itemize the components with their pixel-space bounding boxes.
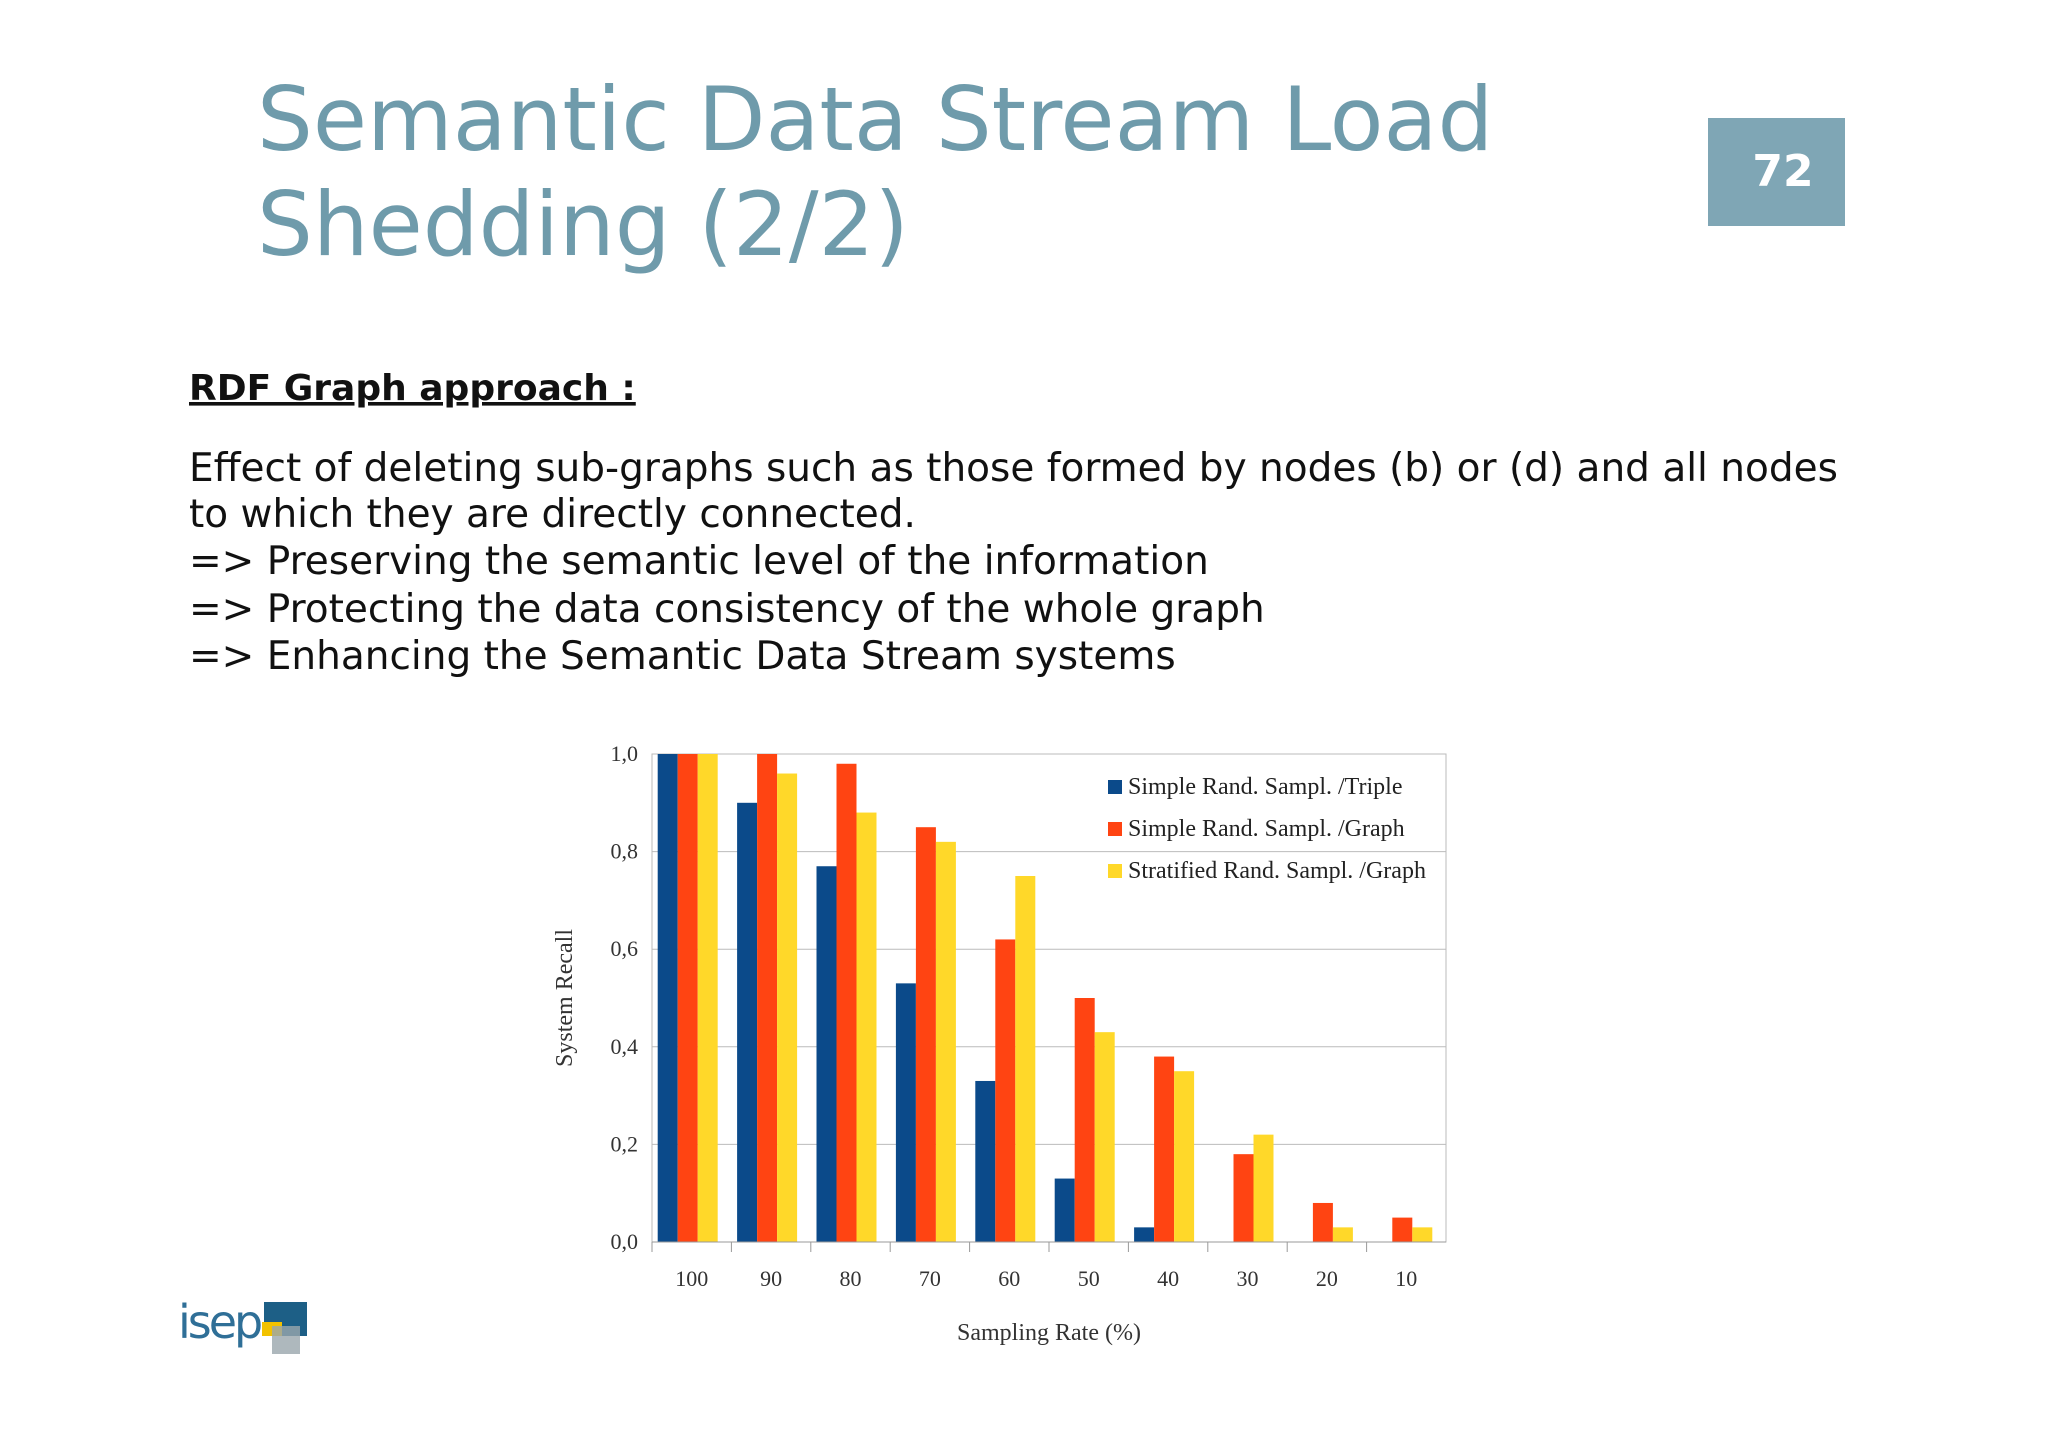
x-tick-label: 90 (760, 1266, 782, 1291)
bar (1094, 1032, 1115, 1242)
logo-block (272, 1326, 300, 1354)
body-text: Effect of deleting sub-graphs such as th… (189, 446, 1838, 679)
bar (1134, 1227, 1155, 1242)
body-line: => Protecting the data consistency of th… (189, 587, 1265, 632)
x-tick-label: 30 (1237, 1266, 1259, 1291)
legend-label: Stratified Rand. Sampl. /Graph (1128, 858, 1426, 884)
x-tick-label: 80 (840, 1266, 862, 1291)
body-line: => Preserving the semantic level of the … (189, 539, 1209, 584)
legend-swatch (1108, 822, 1122, 836)
y-tick-label: 0,4 (611, 1034, 639, 1059)
x-tick-label: 20 (1316, 1266, 1338, 1291)
page-number-box (1708, 118, 1845, 226)
legend-label: Simple Rand. Sampl. /Graph (1128, 816, 1405, 842)
bar (1332, 1227, 1353, 1242)
bar (697, 754, 718, 1242)
body-line: => Enhancing the Semantic Data Stream sy… (189, 634, 1176, 679)
x-tick-label: 100 (675, 1266, 708, 1291)
bar (677, 754, 698, 1242)
x-tick-label: 50 (1078, 1266, 1100, 1291)
bar (975, 1080, 996, 1242)
y-tick-label: 0,8 (611, 839, 639, 864)
bar (836, 763, 857, 1242)
legend-label: Simple Rand. Sampl. /Triple (1128, 774, 1402, 800)
chart: 0,0 0,2 0,4 0,6 0,8 1,0 100 90 80 70 60 50 40 30 20 10 S… (552, 741, 1447, 1346)
logo: isep (178, 1295, 307, 1354)
bar (915, 827, 936, 1242)
x-tick-label: 40 (1157, 1266, 1179, 1291)
bar (1015, 876, 1036, 1242)
bar (895, 983, 916, 1242)
x-tick-label: 70 (919, 1266, 941, 1291)
y-tick-label: 1,0 (611, 741, 639, 766)
bar (935, 841, 956, 1242)
body-line: to which they are directly connected. (189, 492, 916, 537)
bar (657, 754, 678, 1242)
bar (757, 754, 778, 1242)
body-line: Effect of deleting sub-graphs such as th… (189, 446, 1838, 491)
legend-swatch (1108, 864, 1122, 878)
y-tick-label: 0,6 (611, 936, 639, 961)
bar (1412, 1227, 1433, 1242)
page-number: 72 (1752, 146, 1813, 197)
bar (856, 812, 877, 1242)
x-axis-title: Sampling Rate (%) (957, 1320, 1141, 1346)
bar (1154, 1056, 1175, 1242)
bar (995, 939, 1016, 1242)
bar (1312, 1202, 1333, 1242)
bar (816, 866, 837, 1242)
bar (737, 802, 758, 1242)
bar (1174, 1071, 1195, 1242)
title-line: Shedding (2/2) (257, 173, 909, 276)
y-tick-label: 0,2 (611, 1131, 639, 1156)
bar (1054, 1178, 1075, 1242)
bar (1392, 1217, 1413, 1242)
title-line: Semantic Data Stream Load (257, 68, 1493, 171)
bar (1233, 1154, 1254, 1242)
bar (1074, 998, 1095, 1242)
bar (1253, 1134, 1274, 1242)
section-heading: RDF Graph approach : (189, 368, 636, 409)
bar (777, 773, 798, 1242)
y-axis-title: System Recall (552, 929, 578, 1067)
legend-swatch (1108, 780, 1122, 794)
logo-text: isep (178, 1295, 261, 1349)
x-tick-label: 10 (1395, 1266, 1417, 1291)
y-tick-label: 0,0 (611, 1229, 639, 1254)
x-tick-label: 60 (998, 1266, 1020, 1291)
